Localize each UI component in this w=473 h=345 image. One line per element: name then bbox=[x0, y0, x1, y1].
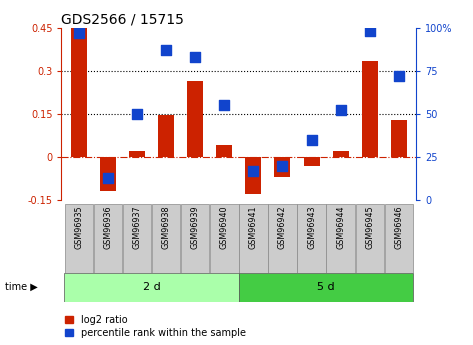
Text: GSM96944: GSM96944 bbox=[336, 206, 345, 249]
Bar bbox=[391, 120, 407, 157]
Bar bbox=[362, 61, 378, 157]
Point bbox=[279, 163, 286, 168]
Bar bbox=[129, 151, 145, 157]
Text: GSM96935: GSM96935 bbox=[74, 206, 83, 249]
Bar bbox=[210, 204, 238, 273]
Bar bbox=[64, 273, 239, 302]
Text: GDS2566 / 15715: GDS2566 / 15715 bbox=[61, 12, 184, 27]
Bar bbox=[158, 115, 174, 157]
Text: 2 d: 2 d bbox=[143, 282, 160, 292]
Text: GSM96941: GSM96941 bbox=[249, 206, 258, 249]
Bar bbox=[187, 81, 203, 157]
Legend: log2 ratio, percentile rank within the sample: log2 ratio, percentile rank within the s… bbox=[61, 311, 250, 342]
Bar bbox=[216, 146, 232, 157]
Bar bbox=[274, 157, 290, 177]
Bar bbox=[94, 204, 122, 273]
Point bbox=[308, 137, 315, 142]
Point bbox=[337, 108, 344, 113]
Bar bbox=[304, 157, 320, 166]
Point bbox=[104, 175, 112, 180]
Text: GSM96937: GSM96937 bbox=[132, 206, 141, 249]
Point bbox=[395, 73, 403, 79]
Text: GSM96946: GSM96946 bbox=[394, 206, 403, 249]
Point bbox=[250, 168, 257, 174]
Text: GSM96938: GSM96938 bbox=[162, 206, 171, 249]
Bar bbox=[123, 204, 151, 273]
Point bbox=[366, 28, 374, 34]
Text: GSM96940: GSM96940 bbox=[220, 206, 229, 249]
Bar bbox=[100, 157, 116, 191]
Bar bbox=[239, 204, 268, 273]
Bar bbox=[239, 273, 413, 302]
Bar bbox=[71, 28, 87, 157]
Bar bbox=[356, 204, 384, 273]
Bar bbox=[65, 204, 93, 273]
Bar bbox=[385, 204, 413, 273]
Bar bbox=[181, 204, 210, 273]
Text: GSM96943: GSM96943 bbox=[307, 206, 316, 249]
Bar bbox=[298, 204, 326, 273]
Point bbox=[162, 47, 170, 53]
Bar bbox=[152, 204, 180, 273]
Text: GSM96945: GSM96945 bbox=[365, 206, 374, 249]
Point bbox=[192, 54, 199, 60]
Text: GSM96936: GSM96936 bbox=[104, 206, 113, 249]
Point bbox=[133, 111, 141, 117]
Point bbox=[220, 102, 228, 108]
Bar bbox=[245, 157, 262, 194]
Text: time ▶: time ▶ bbox=[5, 282, 37, 292]
Bar bbox=[326, 204, 355, 273]
Bar bbox=[268, 204, 297, 273]
Text: GSM96942: GSM96942 bbox=[278, 206, 287, 249]
Bar bbox=[333, 151, 349, 157]
Text: GSM96939: GSM96939 bbox=[191, 206, 200, 249]
Point bbox=[75, 30, 83, 36]
Text: 5 d: 5 d bbox=[317, 282, 335, 292]
